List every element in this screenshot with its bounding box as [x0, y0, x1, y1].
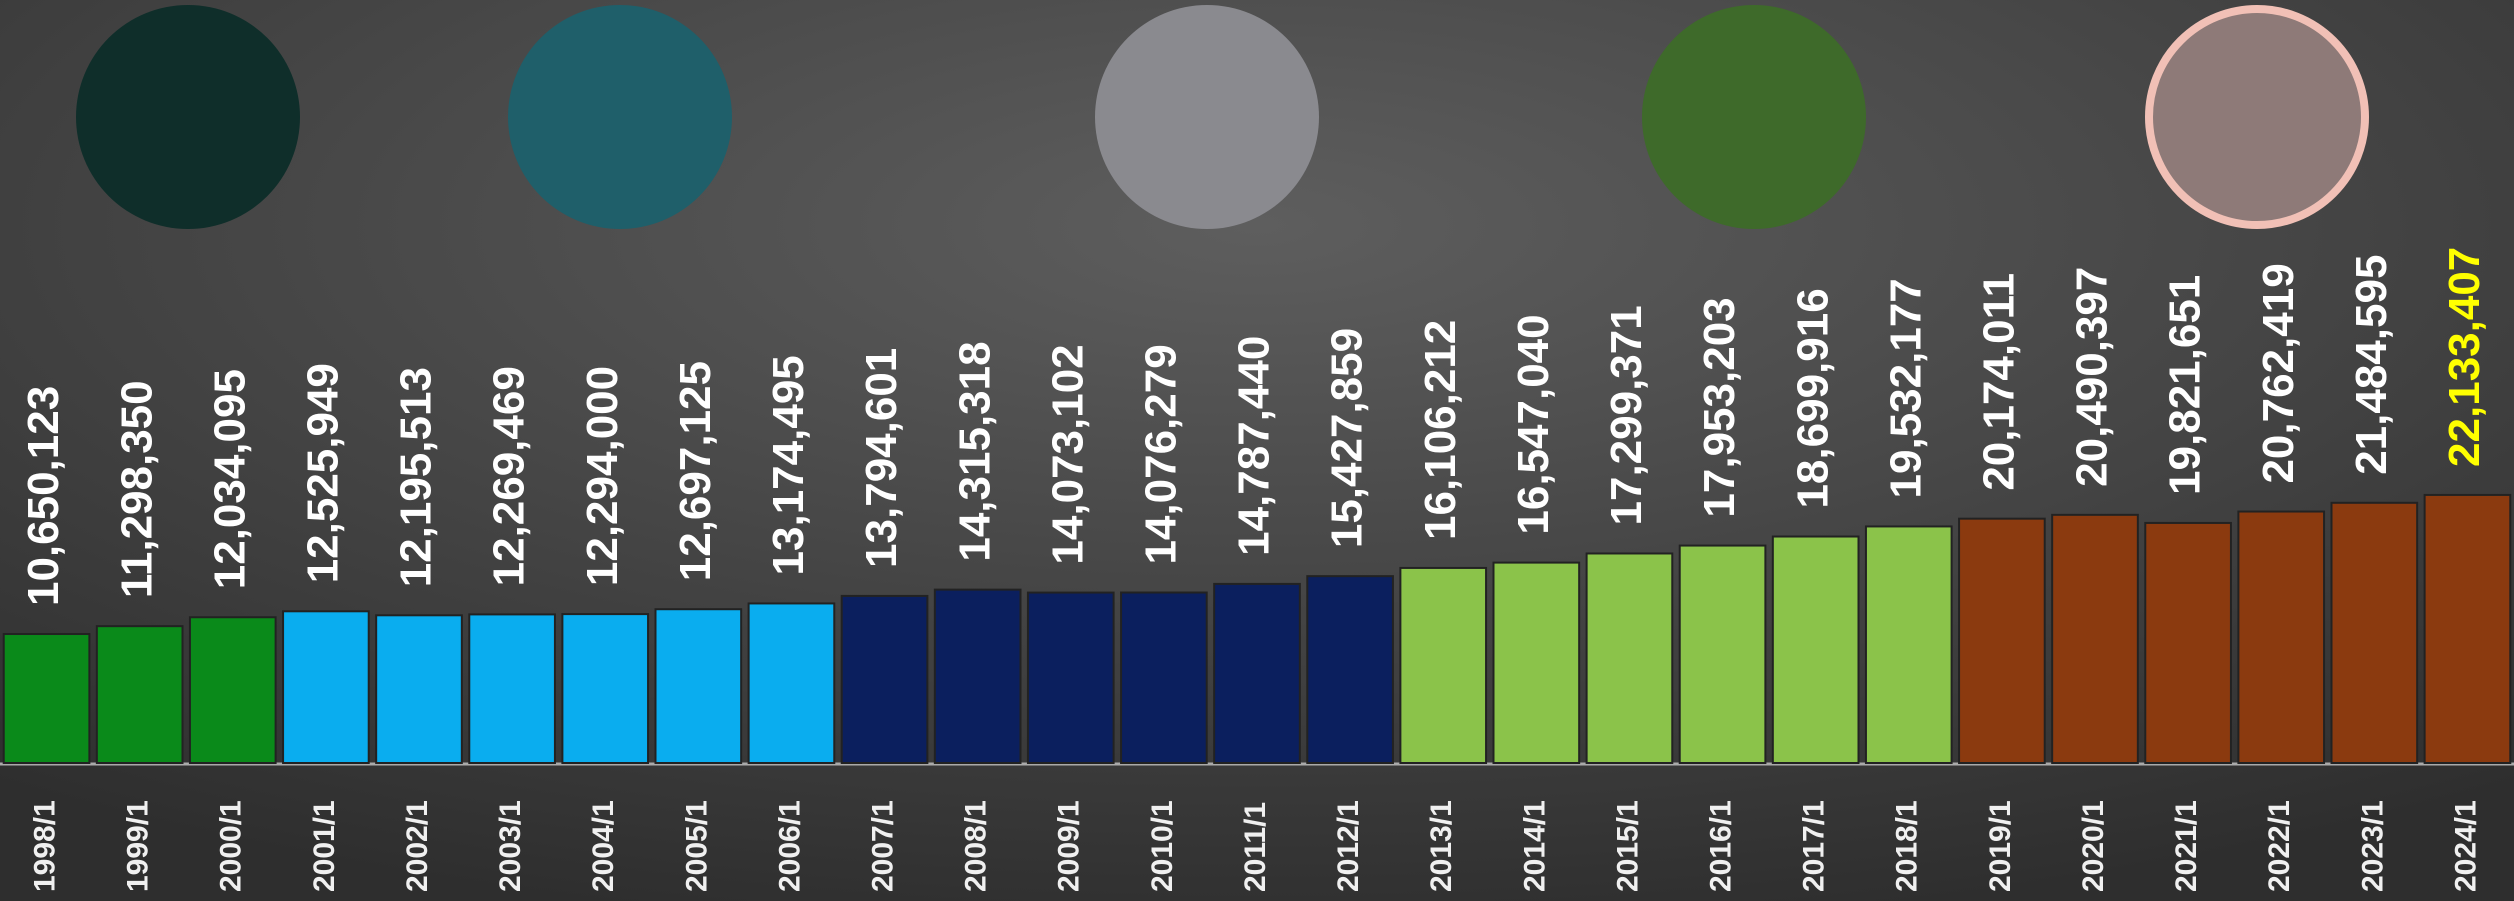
x-tick-label: 2023/1: [2356, 800, 2389, 892]
value-label: 14,315,318: [950, 341, 999, 561]
x-tick-label: 2014/1: [1518, 800, 1551, 892]
x-tick-label: 2007/1: [866, 800, 899, 892]
x-tick-label: 2020/1: [2077, 800, 2110, 892]
x-tick-label: 2006/1: [773, 800, 806, 892]
x-tick-label: 1999/1: [122, 800, 155, 892]
portrait: [1642, 5, 1866, 229]
bar: [1120, 591, 1208, 765]
bar: [2, 633, 91, 765]
bar: [2423, 493, 2512, 764]
bar: [468, 613, 556, 764]
x-tick-label: 2000/1: [215, 800, 248, 892]
value-label: 11,298,350: [112, 380, 161, 598]
x-tick-label: 2012/1: [1332, 800, 1365, 892]
bar: [2144, 521, 2232, 765]
value-label: 13,794,601: [857, 348, 906, 568]
x-tick-label: 2024/1: [2449, 800, 2482, 892]
bar: [1213, 582, 1301, 764]
bar: [1026, 591, 1115, 764]
value-label: 12,269,469: [485, 366, 534, 586]
x-tick-label: 2015/1: [1611, 800, 1644, 892]
x-tick-label: 2009/1: [1053, 800, 1086, 892]
value-label: 14,787,440: [1230, 336, 1279, 556]
x-tick-label: 2004/1: [587, 800, 620, 892]
bar: [2051, 513, 2139, 764]
value-label: 15,427,859: [1323, 328, 1372, 548]
x-tick-label: 2021/1: [2170, 800, 2203, 892]
value-label: 19,532,177: [1881, 278, 1930, 498]
value-label: 12,697,125: [671, 361, 720, 581]
value-label: 12,294,000: [578, 366, 627, 586]
bar: [933, 588, 1022, 765]
value-label: 10,650,123: [19, 386, 68, 606]
portrait: [76, 5, 300, 229]
x-tick-label: 1998/1: [28, 800, 61, 892]
bar: [1771, 535, 1860, 765]
value-label: 18,699,916: [1788, 288, 1837, 508]
value-label: 19,821,651: [2161, 275, 2210, 495]
value-label: 16,106,212: [1416, 320, 1465, 540]
value-label: 16,547,040: [1509, 314, 1558, 534]
value-label: 22,133,407: [2440, 247, 2489, 467]
value-label: 12,195,513: [392, 367, 441, 587]
x-tick-label: 2019/1: [1984, 800, 2017, 892]
x-tick-label: 2016/1: [1704, 800, 1737, 892]
bar: [188, 616, 277, 764]
value-label: 17,299,371: [1602, 305, 1651, 525]
bar: [2237, 510, 2326, 764]
value-label: 20,490,397: [2068, 267, 2117, 487]
x-tick-label: 2005/1: [680, 800, 713, 892]
value-label: 20,762,419: [2254, 263, 2303, 483]
x-tick-label: 2022/1: [2263, 800, 2296, 892]
value-label: 12,525,949: [299, 363, 348, 583]
value-label: 13,174,495: [764, 355, 813, 575]
bar: [561, 613, 650, 765]
x-tick-label: 2017/1: [1798, 800, 1831, 892]
bar: [2330, 501, 2419, 764]
x-tick-label: 2018/1: [1891, 800, 1924, 892]
portrait: [2145, 5, 2369, 229]
bar: [654, 608, 743, 764]
portrait: [1095, 5, 1319, 229]
bar: [375, 614, 463, 764]
x-tick-label: 2013/1: [1425, 800, 1458, 892]
bar: [1864, 525, 1953, 765]
x-tick-label: 2003/1: [494, 800, 527, 892]
bar: [747, 602, 836, 764]
x-tick-label: 2010/1: [1146, 800, 1179, 892]
x-tick-label: 2002/1: [401, 800, 434, 892]
value-label: 14,076,279: [1137, 344, 1186, 564]
value-label: 20,174,011: [1975, 273, 2024, 491]
bar: [1399, 566, 1488, 764]
bar: [282, 610, 370, 764]
bar: [1678, 544, 1767, 765]
x-tick-label: 2001/1: [308, 800, 341, 892]
bar: [1585, 552, 1674, 765]
bar: [95, 625, 184, 764]
value-label: 17,953,203: [1695, 297, 1744, 517]
x-tick-label: 2011/1: [1239, 802, 1272, 892]
bar: [840, 594, 929, 765]
bar: [1958, 517, 2046, 764]
bar: [1306, 575, 1394, 764]
bar: [1492, 561, 1581, 765]
value-label: 21,484,595: [2347, 255, 2396, 475]
portrait: [508, 5, 732, 229]
value-label: 14,073,102: [1043, 344, 1092, 564]
x-tick-label: 2008/1: [960, 800, 993, 892]
value-label: 12,034,095: [205, 369, 254, 589]
